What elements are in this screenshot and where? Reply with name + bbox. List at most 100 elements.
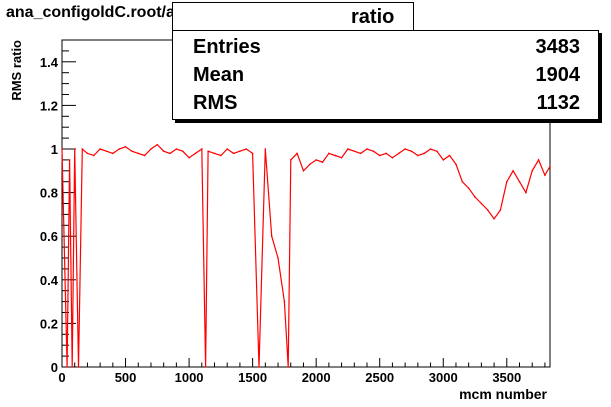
stats-mean-label: Mean xyxy=(193,64,245,86)
series-point xyxy=(455,163,457,166)
stats-rms-value: 1132 xyxy=(536,92,580,114)
series-point xyxy=(258,366,260,368)
series-point xyxy=(467,187,470,190)
series-point xyxy=(321,161,324,163)
series-point xyxy=(397,152,400,155)
series-point xyxy=(391,156,394,159)
series-point xyxy=(200,148,203,150)
stats-row-mean: Mean 1904 xyxy=(193,64,580,88)
x-tick-label: 0 xyxy=(58,370,65,385)
series-point xyxy=(207,150,209,152)
series-point xyxy=(328,152,330,155)
series-point xyxy=(493,217,495,220)
series-point xyxy=(302,170,305,172)
series-point xyxy=(204,366,207,368)
series-point xyxy=(442,159,445,161)
series-point xyxy=(112,152,114,155)
x-tick-label: 2500 xyxy=(365,370,394,385)
series-point xyxy=(429,148,432,150)
series-point xyxy=(537,159,540,161)
series-point xyxy=(226,148,229,150)
series-point xyxy=(137,152,140,155)
stats-mean-value: 1904 xyxy=(535,64,581,86)
series-point xyxy=(77,366,80,368)
x-tick-label: 3000 xyxy=(429,370,458,385)
x-tick-label: 500 xyxy=(115,370,137,385)
series-point xyxy=(347,148,349,150)
series-point xyxy=(73,148,76,150)
series-point xyxy=(86,152,89,155)
y-tick-label: 1.4 xyxy=(40,55,59,70)
series-point xyxy=(474,196,476,198)
series-point xyxy=(486,209,489,211)
series-point xyxy=(410,150,413,152)
series-point xyxy=(366,148,368,150)
series-point xyxy=(512,170,514,172)
series-point xyxy=(61,148,63,150)
series-point xyxy=(283,300,286,303)
stats-header-label: ratio xyxy=(351,6,395,28)
series-point xyxy=(68,159,71,161)
stats-entries-value: 3483 xyxy=(535,36,581,58)
series-point xyxy=(461,180,464,183)
series-point xyxy=(245,148,248,150)
series-point xyxy=(417,154,419,157)
stats-row-rms: RMS 1132 xyxy=(193,92,580,116)
y-tick-label: 0.4 xyxy=(40,273,59,288)
series-point xyxy=(544,174,546,176)
series-point xyxy=(66,366,68,368)
series-point xyxy=(264,148,267,150)
y-tick-label: 0.8 xyxy=(40,186,58,201)
series-point xyxy=(213,152,216,155)
series-point xyxy=(404,148,406,150)
series-point xyxy=(169,152,171,155)
series-point xyxy=(353,150,356,152)
series-point xyxy=(505,180,508,183)
x-tick-label: 3500 xyxy=(492,370,521,385)
series-point xyxy=(372,150,375,152)
series-point xyxy=(251,152,254,155)
series-point xyxy=(334,154,337,157)
series-point xyxy=(531,170,534,172)
series-layer xyxy=(61,143,551,368)
series-point xyxy=(181,150,184,152)
series-point xyxy=(81,148,84,150)
series-point xyxy=(315,159,317,161)
series-point xyxy=(105,150,108,152)
series-point xyxy=(124,146,127,148)
x-tick-label: 2000 xyxy=(302,370,331,385)
series-point xyxy=(359,152,362,155)
x-tick-label: 1500 xyxy=(238,370,267,385)
series-point xyxy=(436,150,438,152)
y-tick-label: 0.2 xyxy=(40,316,58,331)
series-point xyxy=(156,143,159,146)
series-point xyxy=(525,191,527,194)
series-point xyxy=(309,163,311,166)
series-point xyxy=(277,257,279,259)
series-point xyxy=(289,159,292,161)
series-point xyxy=(423,152,425,155)
stats-rms-label: RMS xyxy=(193,92,238,114)
series-point xyxy=(549,165,551,168)
y-tick-label: 0 xyxy=(51,360,58,375)
x-tick-label: 1000 xyxy=(175,370,204,385)
stats-box: Entries 3483 Mean 1904 RMS 1132 xyxy=(172,30,599,120)
series-point xyxy=(518,180,521,183)
series-point xyxy=(340,156,343,159)
stats-entries-label: Entries xyxy=(193,36,261,58)
series-point xyxy=(92,154,95,157)
y-tick-label: 1.2 xyxy=(40,98,58,113)
series-point xyxy=(287,366,290,368)
x-axis-label: mcm number xyxy=(459,386,547,402)
series-point xyxy=(232,152,235,155)
series-point xyxy=(499,209,502,211)
series-point xyxy=(480,202,483,205)
series-point xyxy=(71,366,73,368)
y-tick-label: 1 xyxy=(51,142,58,157)
y-axis-label: RMS ratio xyxy=(9,40,24,101)
series-point xyxy=(150,148,152,150)
series-point xyxy=(378,154,381,157)
series-point xyxy=(239,150,241,152)
y-tick-label: 0.6 xyxy=(40,229,58,244)
series-point xyxy=(162,150,165,152)
